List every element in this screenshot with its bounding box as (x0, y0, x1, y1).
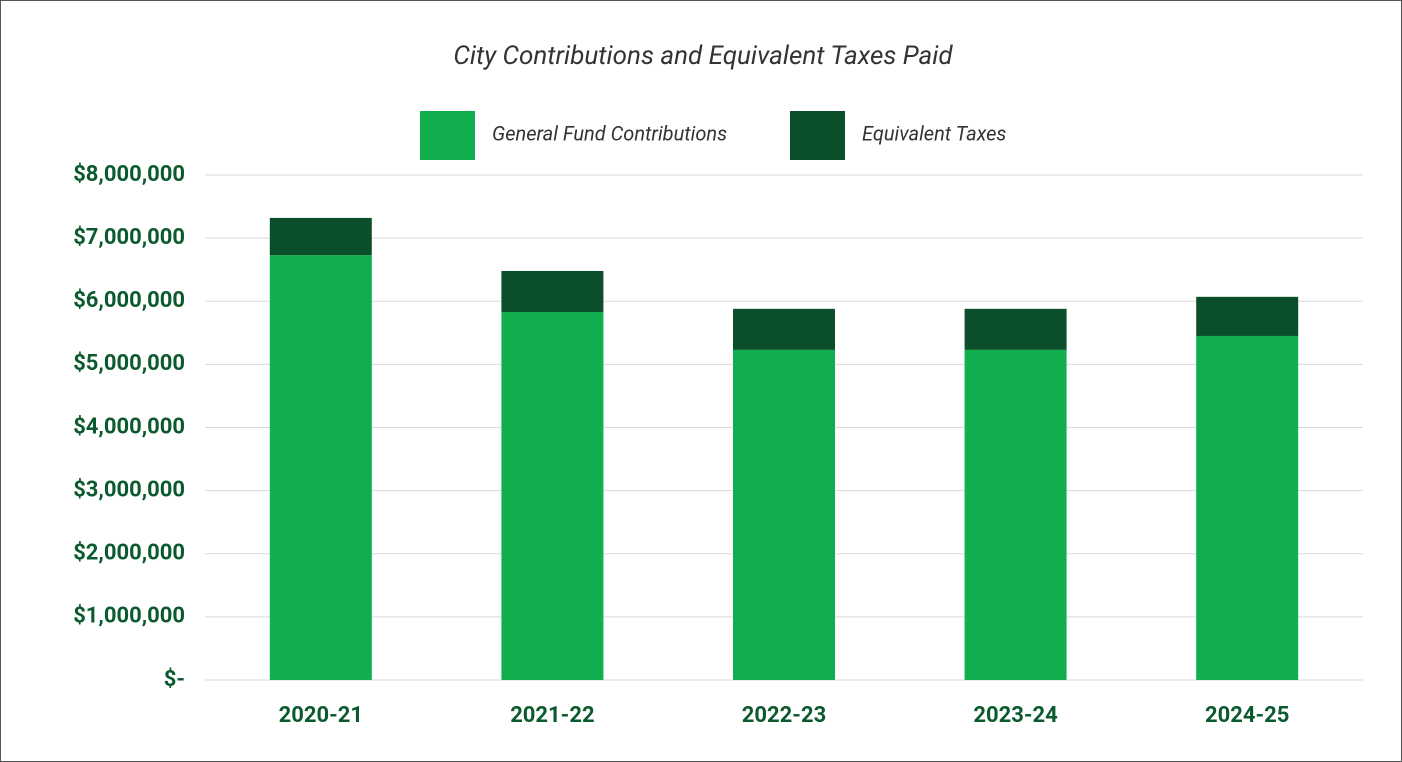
bar-segment (501, 311, 604, 680)
bar-segment (1196, 335, 1299, 680)
y-tick-label: $2,000,000 (73, 541, 185, 566)
chart-title: City Contributions and Equivalent Taxes … (453, 41, 953, 71)
y-tick-label: $6,000,000 (73, 288, 185, 313)
bar-segment (964, 349, 1067, 680)
bar-segment (269, 255, 372, 680)
x-tick-label: 2023-24 (973, 703, 1058, 728)
y-tick-label: $8,000,000 (73, 162, 185, 187)
x-tick-label: 2021-22 (510, 703, 594, 728)
bar-segment (733, 349, 835, 680)
y-tick-label: $1,000,000 (73, 604, 185, 629)
legend-swatch (420, 111, 475, 160)
bar-segment (1196, 296, 1299, 336)
bar-segment (501, 270, 604, 312)
y-tick-label: $5,000,000 (73, 351, 185, 376)
x-tick-label: 2022-23 (742, 703, 826, 728)
x-tick-label: 2024-25 (1205, 703, 1289, 728)
legend-label: General Fund Contributions (492, 121, 727, 145)
y-tick-label: $- (164, 667, 185, 692)
y-tick-label: $4,000,000 (73, 414, 185, 439)
y-tick-label: $3,000,000 (73, 477, 185, 502)
bar-segment (964, 308, 1067, 350)
y-tick-label: $7,000,000 (73, 225, 185, 250)
legend-swatch (790, 111, 845, 160)
bar-segment (269, 217, 372, 256)
x-tick-label: 2020-21 (279, 703, 363, 728)
legend-label: Equivalent Taxes (862, 121, 1006, 145)
bar-segment (733, 308, 835, 350)
